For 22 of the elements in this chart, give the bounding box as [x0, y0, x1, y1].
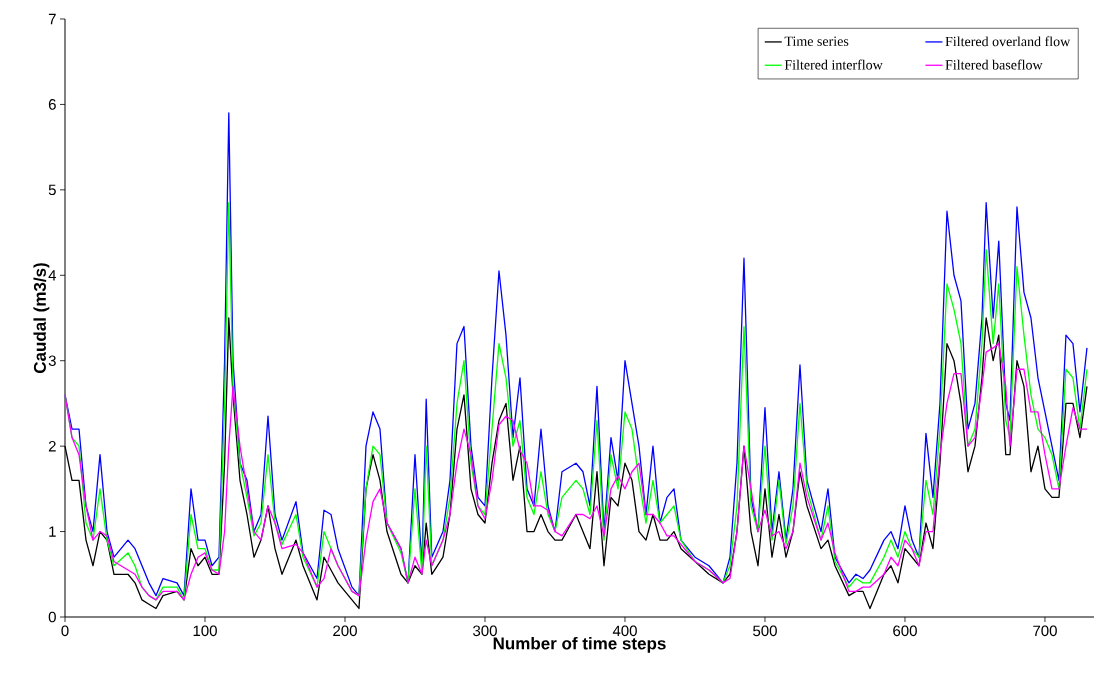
x-tick-label: 600: [893, 625, 917, 637]
x-tick-label: 700: [1033, 625, 1057, 637]
legend-label: Time series: [784, 36, 849, 46]
x-tick-label: 300: [473, 625, 497, 637]
x-tick-label: 100: [193, 625, 217, 637]
y-tick-label: 4: [48, 270, 57, 281]
legend-label: Filtered interflow: [784, 59, 883, 70]
x-tick-label: 0: [61, 625, 69, 637]
y-tick-label: 0: [48, 611, 56, 623]
y-tick-label: 2: [48, 440, 56, 452]
legend-label: Filtered baseflow: [945, 59, 1043, 70]
x-tick-label: 200: [333, 625, 357, 637]
y-axis-title: Caudal (m3/s): [33, 263, 50, 374]
x-axis-title: Number of time steps: [493, 636, 666, 653]
y-tick-label: 1: [49, 526, 56, 537]
y-tick-label: 7: [48, 13, 56, 25]
y-tick-label: 5: [48, 184, 56, 196]
y-tick-label: 3: [48, 355, 56, 367]
y-tick-label: 6: [48, 99, 56, 110]
legend-label: Filtered overland flow: [945, 36, 1071, 47]
x-tick-label: 500: [753, 625, 777, 637]
x-tick-label: 400: [612, 625, 637, 637]
